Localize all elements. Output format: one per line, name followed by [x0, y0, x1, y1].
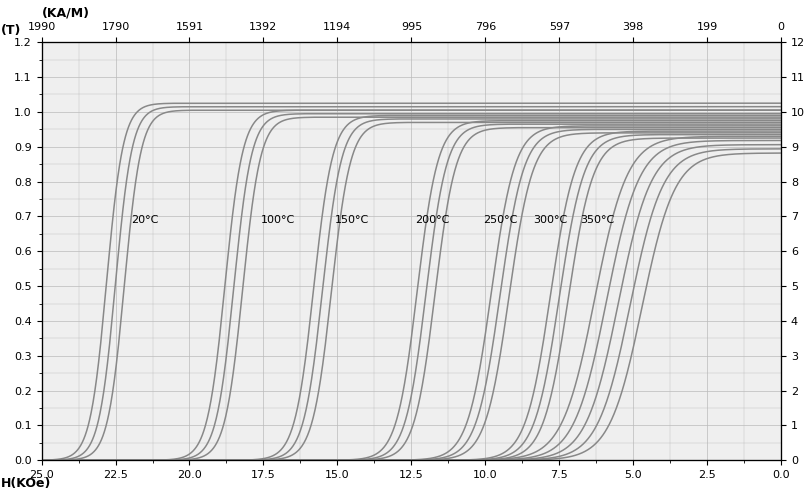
Text: H(KOe): H(KOe) [1, 478, 51, 491]
Text: 350°C: 350°C [580, 215, 614, 225]
X-axis label: (KA/M): (KA/M) [41, 7, 89, 20]
Text: 300°C: 300°C [533, 215, 567, 225]
Text: 20°C: 20°C [131, 215, 159, 225]
Text: 100°C: 100°C [261, 215, 295, 225]
Text: 200°C: 200°C [414, 215, 448, 225]
Text: 250°C: 250°C [483, 215, 517, 225]
Text: 150°C: 150°C [335, 215, 369, 225]
Text: (T): (T) [1, 24, 21, 37]
